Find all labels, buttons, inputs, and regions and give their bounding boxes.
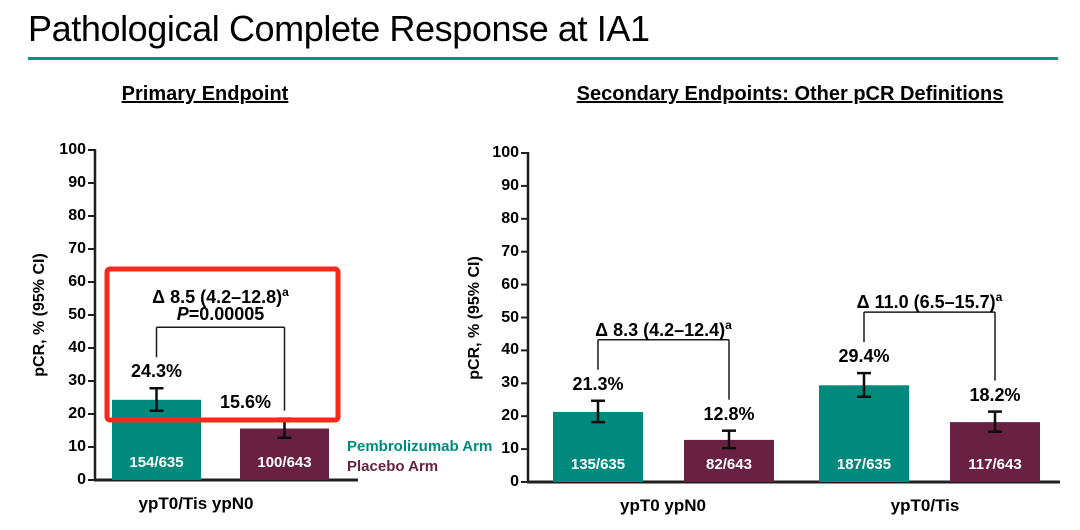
delta-annotation: Δ 8.5 (4.2–12.8)a — [152, 285, 289, 308]
title-underline-rule — [28, 57, 1058, 60]
y-tick-label: 20 — [68, 405, 86, 422]
y-tick-label: 70 — [501, 242, 519, 260]
chart-canvas — [521, 152, 1060, 484]
bar-pembrolizumab-arm — [553, 411, 643, 482]
x-category-label: ypT0 ypN0 — [620, 496, 706, 515]
bar-value-label: 24.3% — [130, 361, 183, 382]
legend-item-placebo-arm: Placebo Arm — [347, 458, 439, 475]
y-axis-title: pCR, % (95% CI) — [31, 253, 48, 377]
y-tick-label: 60 — [501, 275, 519, 293]
bar-count-label: 154/635 — [129, 454, 184, 471]
bar-count-label: 117/643 — [968, 456, 1022, 473]
y-tick-label: 0 — [77, 471, 86, 488]
y-tick-label: 80 — [68, 207, 86, 224]
chart-canvas — [88, 149, 358, 482]
error-bar — [591, 399, 605, 424]
bar-value-label: 12.8% — [703, 403, 755, 424]
bar-count-label: 135/635 — [570, 456, 626, 473]
error-bar — [722, 429, 736, 450]
y-tick-label: 40 — [68, 339, 86, 356]
error-bar — [857, 371, 871, 399]
y-tick-label: 50 — [68, 306, 86, 323]
y-tick-label: 50 — [501, 308, 519, 326]
bar-count-label: 82/643 — [706, 456, 752, 473]
secondary-endpoints-heading: Secondary Endpoints: Other pCR Definitio… — [576, 83, 1004, 105]
bar-value-label: 18.2% — [969, 384, 1021, 405]
primary-endpoint-chart: 0 10 20 30 40 50 60 70 80 90 100 pCR, % (95% CI) 154… — [30, 135, 460, 530]
y-tick-label: 0 — [510, 473, 519, 490]
bar-count-label: 187/635 — [836, 456, 892, 473]
bar-pembrolizumab-arm — [819, 385, 909, 482]
y-axis-title: pCR, % (95% CI) — [466, 255, 483, 380]
y-tick-label: 80 — [501, 209, 519, 227]
y-tick-label: 20 — [501, 407, 519, 425]
error-bar — [149, 387, 164, 412]
bar-value-label: 29.4% — [838, 346, 890, 367]
y-tick-label: 10 — [68, 438, 86, 455]
y-tick-label: 10 — [501, 440, 519, 458]
comparison-bracket — [155, 326, 286, 411]
y-tick-label: 90 — [501, 176, 519, 194]
y-tick-label: 90 — [68, 174, 86, 191]
page-title: Pathological Complete Response at IA1 — [28, 8, 650, 49]
y-tick-label: 40 — [501, 341, 519, 359]
y-tick-label: 100 — [59, 141, 86, 158]
bar-count-label: 100/643 — [257, 454, 312, 471]
bar-value-label: 21.3% — [572, 373, 624, 394]
bar-value-label: 15.6% — [219, 391, 272, 412]
x-category-label: ypT0/Tis ypN0 — [138, 494, 254, 513]
comparison-bracket — [597, 338, 730, 400]
y-tick-label: 30 — [501, 374, 519, 392]
y-tick-label: 30 — [68, 372, 86, 389]
secondary-endpoints-chart: 0 10 20 30 40 50 60 70 80 90 100 pCR, % (95% CI) 135… — [460, 135, 1080, 530]
y-tick-label: 60 — [68, 273, 86, 290]
x-category-label: ypT0/Tis — [890, 496, 960, 515]
y-tick-label: 100 — [492, 144, 519, 161]
bar-pembrolizumab-arm — [112, 399, 201, 480]
delta-annotation: Δ 11.0 (6.5–15.7)a — [856, 290, 1003, 313]
comparison-bracket — [863, 311, 996, 381]
error-bar — [988, 410, 1002, 433]
delta-annotation: Δ 8.3 (4.2–12.4)a — [595, 317, 732, 340]
p-value-label: P=0.00005 — [176, 304, 265, 325]
y-tick-label: 70 — [68, 240, 86, 257]
legend: Pembrolizumab Arm Placebo Arm — [347, 437, 492, 477]
legend-item-pembrolizumab-arm: Pembrolizumab Arm — [347, 438, 493, 455]
highlight-box — [104, 266, 341, 423]
primary-endpoint-heading: Primary Endpoint — [121, 83, 289, 105]
